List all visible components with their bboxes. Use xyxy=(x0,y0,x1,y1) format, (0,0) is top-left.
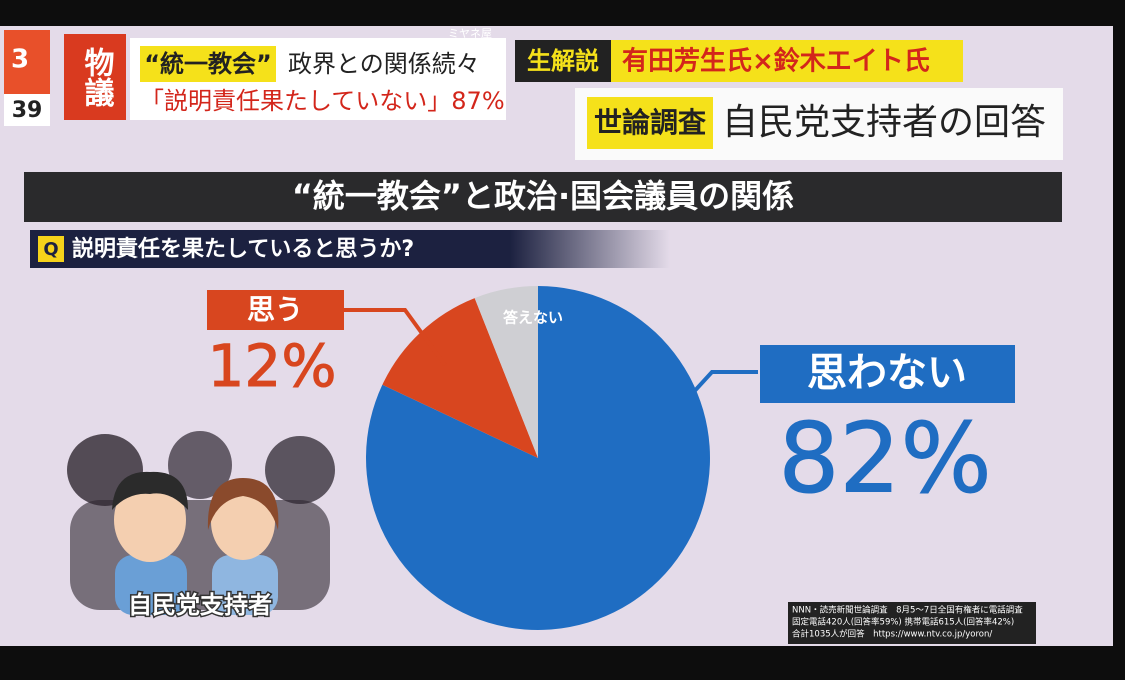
category-label: 思う xyxy=(247,293,303,326)
group-label: 自民党支持者 xyxy=(128,591,272,619)
category-label: 答えない xyxy=(503,309,563,327)
leader-line xyxy=(344,308,447,367)
source-box xyxy=(788,602,1036,644)
question: 説明責任を果たしていると思うか? xyxy=(72,236,414,262)
tag-box xyxy=(64,34,126,120)
headline-line2: 「説明責任果たしていない」87% xyxy=(140,87,505,115)
leader-line xyxy=(666,370,758,422)
category-label: 思わない xyxy=(807,350,967,396)
value-label: 82% xyxy=(778,402,991,514)
live-label: 生解説 xyxy=(527,47,599,75)
clock-min-box xyxy=(4,94,50,126)
guests: 有田芳生氏×鈴木エイト氏 xyxy=(622,46,930,77)
headline-highlight xyxy=(140,46,276,82)
label-box xyxy=(207,290,344,330)
live-label-box xyxy=(515,40,611,82)
question-bar xyxy=(30,230,670,268)
clock-hour: 3 xyxy=(11,45,29,75)
survey-label-box xyxy=(587,97,713,149)
source-line: 合計1035人が回答 https://www.ntv.co.jp/yoron/ xyxy=(792,629,992,640)
clock-minute: 39 xyxy=(12,98,43,123)
value-label: 12% xyxy=(208,332,337,400)
chart-title: “統一教会”と政治·国会議員の関係 xyxy=(292,177,794,215)
pie-slice xyxy=(382,298,538,458)
source-line: 固定電話420人(回答率59%) 携帯電話615人(回答率42%) xyxy=(792,617,1014,628)
tag: 物議 xyxy=(79,47,115,108)
pie-slice xyxy=(474,286,538,458)
question-mark: Q xyxy=(43,239,58,260)
illustration xyxy=(67,431,335,615)
label-box xyxy=(760,345,1015,403)
survey-title: 自民党支持者の回答 xyxy=(722,102,1046,143)
show-name: ミヤネ屋 xyxy=(448,27,492,40)
source-line: NNN・読売新聞世論調査 8月5～7日全国有権者に電話調査 xyxy=(792,605,1023,616)
headline-quote: “統一教会” xyxy=(144,50,272,78)
pie-slice xyxy=(366,286,710,631)
title-bar xyxy=(24,172,1062,222)
survey-label: 世論調査 xyxy=(594,106,706,139)
clock-box xyxy=(4,30,50,94)
headline-rest: 政界との関係続々 xyxy=(288,50,480,78)
question-mark-box xyxy=(38,236,64,262)
